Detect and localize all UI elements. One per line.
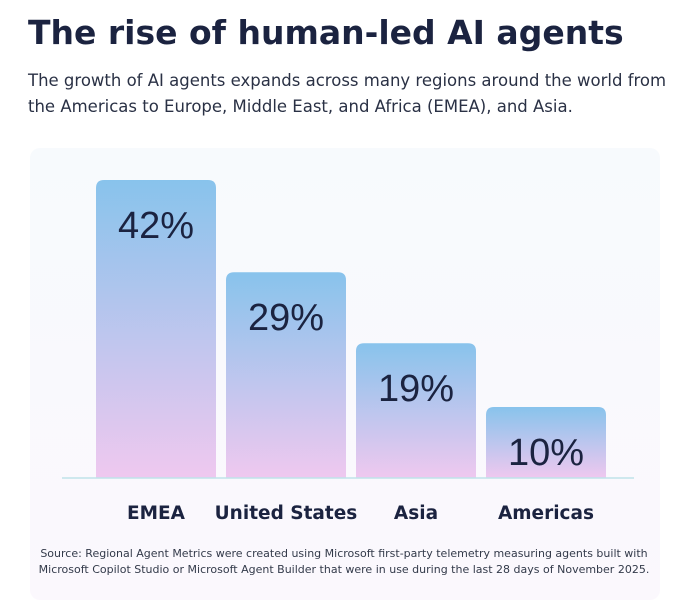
bar	[356, 343, 476, 478]
chart-subtitle: The growth of AI agents expands across m…	[27, 71, 666, 90]
x-tick-label: Asia	[394, 503, 438, 524]
value-label: 19%	[378, 368, 454, 410]
bar	[96, 180, 216, 478]
chart-subtitle: the Americas to Europe, Middle East, and…	[28, 97, 573, 116]
value-label: 42%	[118, 205, 194, 247]
value-label: 10%	[508, 432, 584, 474]
bar	[226, 272, 346, 478]
chart-title: The rise of human-led AI agents	[28, 13, 624, 52]
source-note: Source: Regional Agent Metrics were crea…	[40, 547, 647, 560]
bar	[486, 407, 606, 478]
source-note: Microsoft Copilot Studio or Microsoft Ag…	[39, 563, 650, 576]
x-tick-label: United States	[215, 503, 358, 524]
value-label: 29%	[248, 297, 324, 339]
x-tick-label: Americas	[498, 503, 594, 524]
x-tick-label: EMEA	[127, 503, 186, 524]
